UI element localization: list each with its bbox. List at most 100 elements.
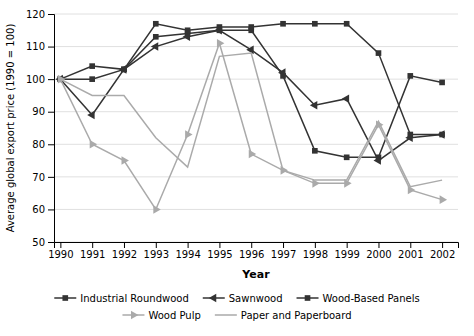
- y-tick: 80: [32, 139, 54, 150]
- y-tick: 70: [32, 172, 54, 183]
- x-axis-title: Year: [241, 268, 270, 281]
- point-marker: [89, 63, 95, 69]
- point-marker: [153, 34, 159, 40]
- legend-item: Paper and Paperboard: [215, 310, 352, 321]
- y-tick-label: 50: [32, 237, 45, 248]
- x-tick: 1991: [80, 242, 105, 260]
- point-marker: [344, 21, 350, 27]
- y-tick-mark: [48, 177, 54, 178]
- point-marker: [439, 80, 445, 86]
- grid: [54, 14, 458, 242]
- x-tick: 1990: [48, 242, 73, 260]
- point-marker: [90, 140, 97, 149]
- y-tick-label: 70: [32, 172, 45, 183]
- legend-label: Wood-Based Panels: [323, 293, 420, 304]
- y-tick-label: 120: [26, 9, 45, 20]
- y-axis: 50 60 70 80 90 100 110 120: [26, 9, 55, 248]
- x-axis: 1990 1991 1992 1993 1994 1995 1996 1997 1998 1999…: [48, 242, 458, 260]
- x-tick-mark: [283, 242, 284, 248]
- point-marker: [312, 148, 318, 154]
- x-tick-mark: [442, 242, 443, 248]
- x-tick-mark: [188, 242, 189, 248]
- point-marker: [374, 156, 381, 165]
- series-line: [60, 24, 442, 135]
- y-tick-label: 90: [32, 106, 45, 117]
- point-marker: [121, 67, 127, 73]
- plot-area: 1990 1991 1992 1993 1994 1995 1996 1997 1998 1999…: [26, 9, 459, 260]
- grid-line: [54, 144, 458, 145]
- x-tick: 1995: [207, 242, 232, 260]
- y-tick-label: 60: [32, 204, 45, 215]
- y-tick: 90: [32, 106, 54, 117]
- point-marker: [121, 67, 127, 73]
- series-line: [60, 53, 442, 187]
- point-marker: [151, 42, 158, 51]
- legend-swatch-marker: [305, 295, 311, 301]
- point-marker: [310, 101, 317, 110]
- point-marker: [440, 195, 447, 204]
- point-marker: [407, 73, 413, 79]
- y-tick-mark: [48, 209, 54, 210]
- point-marker: [153, 21, 159, 27]
- x-axis-line: [55, 243, 459, 249]
- x-tick-label: 1991: [80, 249, 105, 260]
- legend-swatch-marker: [209, 294, 216, 303]
- legend-item: Wood-Based Panels: [297, 293, 420, 304]
- point-marker: [278, 68, 285, 77]
- x-tick: 1996: [239, 242, 264, 260]
- x-tick-mark: [410, 242, 411, 248]
- point-marker: [407, 132, 413, 138]
- legend-label: Sawnwood: [229, 293, 283, 304]
- y-tick-mark: [48, 112, 54, 113]
- point-marker: [122, 156, 129, 165]
- x-tick-label: 1997: [271, 249, 296, 260]
- chart: 1990 1991 1992 1993 1994 1995 1996 1997 1998 1999…: [0, 0, 474, 336]
- x-tick-mark: [315, 242, 316, 248]
- x-tick-mark: [347, 242, 348, 248]
- x-tick-mark: [60, 242, 61, 248]
- legend-swatch-marker: [131, 311, 138, 320]
- x-tick-mark: [124, 242, 125, 248]
- legend-swatch: [215, 314, 237, 316]
- x-tick: 1999: [334, 242, 359, 260]
- x-tick-mark: [219, 242, 220, 248]
- point-marker: [217, 24, 223, 30]
- legend-item: Wood Pulp: [122, 310, 200, 321]
- y-tick: 110: [26, 41, 54, 52]
- y-tick: 50: [32, 237, 54, 248]
- point-marker: [249, 150, 256, 159]
- legend: Industrial RoundwoodSawnwoodWood-Based P…: [54, 293, 419, 321]
- grid-line: [54, 176, 458, 177]
- legend-swatch-marker: [62, 295, 68, 301]
- legend-label: Paper and Paperboard: [241, 310, 352, 321]
- x-tick-label: 1999: [334, 249, 359, 260]
- y-tick: 120: [26, 9, 54, 20]
- series-line: [60, 43, 442, 209]
- point-marker: [185, 130, 192, 139]
- point-marker: [185, 27, 191, 33]
- x-tick-mark: [92, 242, 93, 248]
- x-tick-label: 1992: [112, 249, 137, 260]
- y-tick-label: 110: [26, 41, 45, 52]
- point-marker: [153, 205, 160, 214]
- y-tick-mark: [48, 14, 54, 15]
- y-tick: 60: [32, 204, 54, 215]
- x-tick-label: 2002: [430, 249, 455, 260]
- x-tick: 1993: [144, 242, 169, 260]
- point-marker: [248, 24, 254, 30]
- y-tick-mark: [48, 79, 54, 80]
- point-marker: [342, 94, 349, 103]
- x-tick-label: 1990: [48, 249, 73, 260]
- x-tick: 2001: [398, 242, 423, 260]
- grid-line: [54, 79, 458, 80]
- x-tick-label: 1994: [175, 249, 200, 260]
- point-marker: [89, 76, 95, 82]
- y-tick-mark: [48, 242, 54, 243]
- y-tick-mark: [48, 47, 54, 48]
- x-tick: 2002: [430, 242, 455, 260]
- y-tick: 100: [26, 74, 54, 85]
- x-tick-label: 1995: [207, 249, 232, 260]
- x-tick-label: 1998: [303, 249, 328, 260]
- point-marker: [439, 132, 445, 138]
- x-tick: 1992: [112, 242, 137, 260]
